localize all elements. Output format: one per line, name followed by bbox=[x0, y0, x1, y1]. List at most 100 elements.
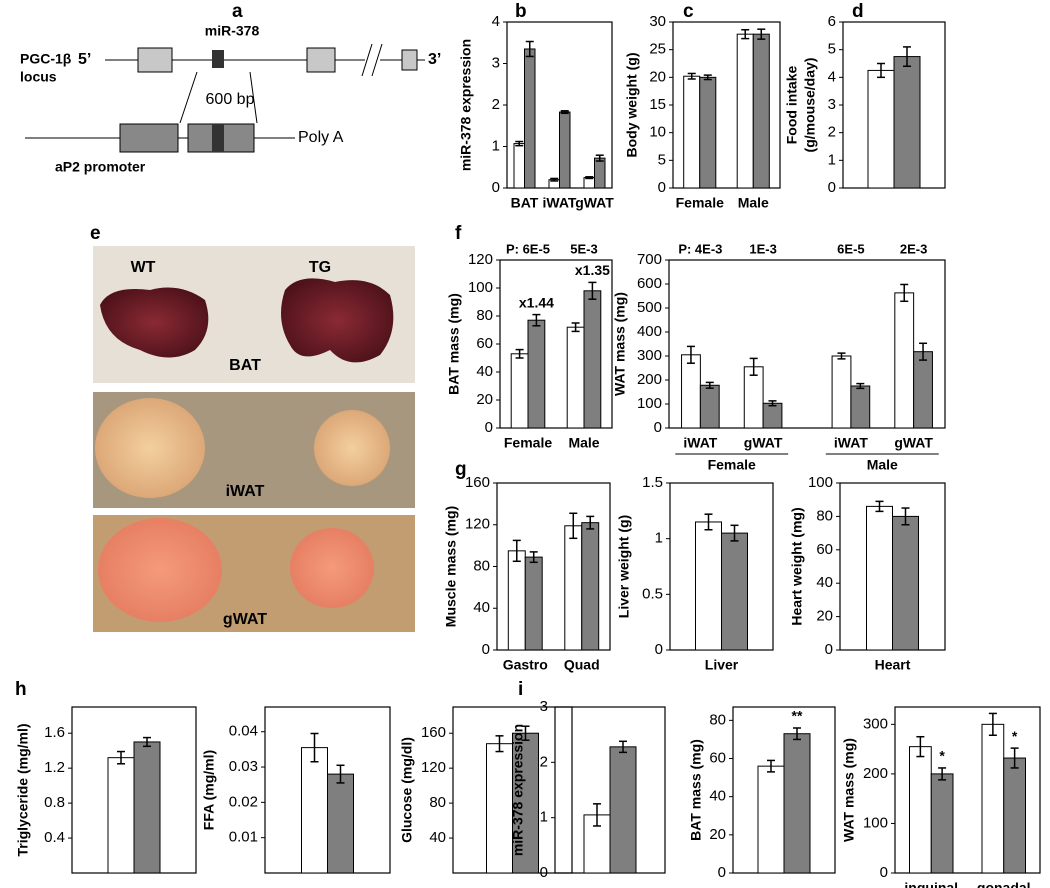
break-mark bbox=[361, 43, 373, 77]
x-tick-label: iWAT bbox=[543, 195, 577, 211]
y-tick-label: 20 bbox=[649, 68, 666, 85]
plot-frame bbox=[668, 259, 946, 429]
tissue-photos: WT TG BAT iWAT gWAT bbox=[93, 246, 415, 632]
y-tick-label: 15 bbox=[649, 96, 666, 113]
y-tick-label: 0 bbox=[828, 179, 836, 196]
y-axis-label: Glucose (mg/dl) bbox=[399, 737, 415, 843]
bar bbox=[757, 765, 785, 874]
bar bbox=[564, 525, 583, 651]
y-tick-label: 300 bbox=[637, 347, 662, 364]
y-tick-label: 0.8 bbox=[44, 794, 65, 811]
y-tick-label: 0.01 bbox=[229, 829, 258, 846]
bar bbox=[867, 69, 895, 189]
y-tick-label: 4 bbox=[828, 68, 836, 85]
bar bbox=[981, 723, 1005, 874]
bar bbox=[327, 773, 354, 874]
exon bbox=[306, 47, 336, 73]
panel-label: f bbox=[455, 223, 462, 244]
y-tick-label: 80 bbox=[476, 307, 493, 324]
x-tick-label: gWAT bbox=[894, 435, 933, 451]
y-tick-label: 400 bbox=[637, 323, 662, 340]
exon bbox=[137, 47, 173, 73]
mirna-box bbox=[212, 124, 224, 152]
y-tick-label: 0 bbox=[825, 641, 833, 658]
x-tick-label: inguinal bbox=[904, 880, 958, 888]
y-tick-label: 3 bbox=[828, 96, 836, 113]
y-tick-label: 6 bbox=[828, 13, 836, 30]
group-label: Male bbox=[867, 457, 898, 473]
tissue bbox=[281, 278, 394, 363]
y-axis-label: Heart weight (mg) bbox=[789, 507, 805, 625]
y-axis-label: BAT mass (mg) bbox=[446, 293, 462, 395]
bar bbox=[695, 521, 722, 651]
y-tick-label: 0 bbox=[880, 864, 888, 881]
group-label: Female bbox=[708, 457, 756, 473]
p-value: 2E-3 bbox=[900, 241, 927, 256]
y-tick-label: 500 bbox=[637, 299, 662, 316]
y-tick-label: 40 bbox=[429, 829, 446, 846]
locus-label: locus bbox=[20, 69, 57, 85]
y-tick-label: 60 bbox=[709, 749, 726, 766]
y-tick-label: 600 bbox=[637, 275, 662, 292]
y-tick-label: 160 bbox=[421, 724, 446, 741]
significance: * bbox=[939, 748, 945, 764]
y-tick-label: 20 bbox=[476, 391, 493, 408]
y-tick-label: 1 bbox=[540, 809, 548, 826]
y-tick-label: 0.03 bbox=[229, 758, 258, 775]
bar bbox=[301, 747, 328, 874]
y-tick-label: 1 bbox=[655, 530, 663, 547]
bar bbox=[909, 746, 932, 874]
x-tick-label: gWAT bbox=[744, 435, 783, 451]
bar bbox=[559, 111, 571, 189]
y-tick-label: 1 bbox=[492, 137, 500, 154]
significance: * bbox=[1012, 728, 1018, 744]
bar bbox=[581, 522, 600, 651]
bar bbox=[743, 366, 764, 429]
bar bbox=[507, 550, 526, 651]
y-tick-label: 4 bbox=[492, 13, 500, 30]
bar bbox=[850, 385, 871, 429]
y-tick-label: 3 bbox=[540, 698, 548, 715]
y-tick-label: 80 bbox=[429, 794, 446, 811]
panel-label: a bbox=[232, 1, 243, 22]
y-tick-label: 120 bbox=[465, 516, 490, 533]
five-prime: 5’ bbox=[78, 51, 91, 68]
bar bbox=[133, 741, 161, 874]
bar bbox=[609, 746, 637, 874]
panel-label: h bbox=[15, 679, 27, 700]
bar bbox=[894, 292, 915, 429]
bar bbox=[699, 76, 717, 189]
bar bbox=[107, 757, 135, 874]
panel-label: g bbox=[455, 459, 467, 480]
significance: x1.44 bbox=[519, 294, 554, 310]
y-tick-label: 0 bbox=[485, 419, 493, 436]
y-tick-label: 120 bbox=[421, 759, 446, 776]
y-tick-label: 0 bbox=[482, 641, 490, 658]
y-tick-label: 100 bbox=[863, 814, 888, 831]
polya-label: Poly A bbox=[298, 129, 344, 146]
y-tick-label: 200 bbox=[637, 371, 662, 388]
bar bbox=[513, 143, 525, 189]
bar bbox=[510, 353, 529, 429]
x-tick-label: Female bbox=[504, 435, 552, 451]
x-tick-label: Female bbox=[676, 195, 724, 211]
p-value: 1E-3 bbox=[749, 241, 776, 256]
x-tick-label: Quad bbox=[564, 657, 600, 673]
bar bbox=[783, 733, 811, 874]
y-axis-label: miR-378 expression bbox=[510, 724, 526, 856]
photo-label: iWAT bbox=[226, 483, 265, 500]
tissue bbox=[314, 410, 390, 486]
y-tick-label: 700 bbox=[637, 251, 662, 268]
y-tick-label: 40 bbox=[473, 599, 490, 616]
y-tick-label: 40 bbox=[816, 574, 833, 591]
y-axis-label: (g/mouse/day) bbox=[802, 58, 818, 153]
x-tick-label: gonadal bbox=[977, 880, 1031, 888]
y-tick-label: 0 bbox=[658, 179, 666, 196]
y-axis-label: Liver weight (g) bbox=[616, 515, 632, 618]
y-axis-label: Muscle mass (mg) bbox=[443, 506, 459, 627]
y-tick-label: 2 bbox=[828, 124, 836, 141]
y-tick-label: 5 bbox=[658, 151, 666, 168]
y-axis-label: FFA (mg/ml) bbox=[201, 750, 217, 830]
panel-label: i bbox=[518, 679, 523, 700]
